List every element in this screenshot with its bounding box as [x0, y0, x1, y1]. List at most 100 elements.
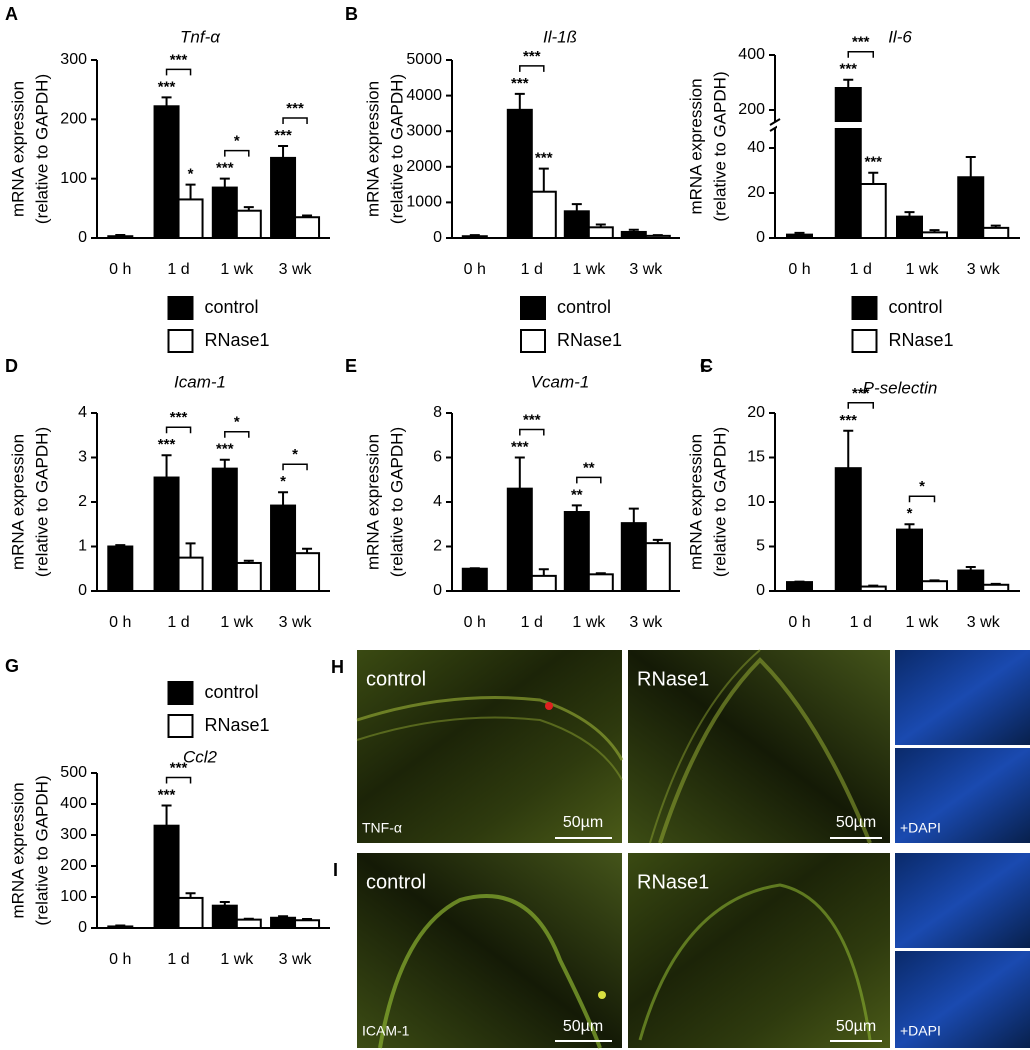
bar [982, 583, 1010, 593]
stain-label: ICAM-1 [362, 1023, 410, 1039]
tissue [638, 883, 872, 1041]
bar [530, 574, 557, 592]
significance-bracket [224, 149, 250, 157]
y-tick-label: 0 [756, 229, 765, 246]
significance-label: *** [170, 760, 188, 777]
x-tick-label: 0 h [464, 261, 486, 278]
micrograph [895, 650, 1030, 745]
bar [921, 580, 948, 593]
bar [177, 896, 204, 929]
x-tick-label: 0 h [464, 614, 486, 631]
significance-bracket [847, 402, 874, 409]
y-tick-label: 2 [78, 493, 87, 510]
micrograph-label: control [366, 871, 426, 893]
bar [294, 552, 321, 592]
error-bar [302, 918, 313, 921]
x-tick-label: 0 h [109, 261, 131, 278]
legend-swatch [851, 296, 878, 320]
y-axis-label: mRNA expression [8, 434, 27, 570]
significance-label: ** [583, 459, 595, 476]
error-bar [278, 491, 289, 506]
bar [786, 233, 813, 239]
y-axis-label: mRNA expression [8, 782, 27, 918]
y-tick-label: 0 [433, 582, 442, 599]
significance-label: * [919, 478, 925, 495]
y-tick-label: 2 [433, 538, 442, 555]
error-bar [469, 234, 480, 237]
error-bar [302, 547, 313, 554]
bar [921, 231, 948, 239]
error-bar [628, 507, 639, 524]
legend-label: control [205, 297, 259, 317]
error-bar [302, 214, 313, 218]
axis-break-gap [777, 122, 1022, 128]
y-axis-label: (relative to GAPDH) [387, 74, 406, 224]
x-tick-label: 1 wk [220, 951, 254, 968]
x-tick-label: 1 d [521, 614, 543, 631]
significance-label: *** [852, 34, 870, 51]
significance-label: *** [216, 160, 234, 177]
bar [235, 561, 262, 593]
significance-label: *** [158, 78, 176, 95]
bar [107, 925, 134, 930]
x-tick-label: 1 d [521, 261, 543, 278]
error-bar [571, 504, 582, 513]
counterstain-label: +DAPI [900, 820, 941, 836]
error-bar [843, 429, 854, 469]
x-tick-label: 3 wk [629, 614, 663, 631]
significance-label: * [234, 414, 240, 431]
significance-bracket [282, 463, 308, 471]
y-axis-label: (relative to GAPDH) [710, 427, 729, 577]
y-tick-label: 200 [738, 101, 765, 118]
bar [834, 467, 862, 592]
tissue [356, 716, 623, 781]
y-tick-label: 40 [747, 139, 765, 156]
scale-label: 50µm [563, 1018, 603, 1035]
bar [107, 235, 134, 240]
significance-label: *** [839, 61, 857, 78]
significance-bracket [282, 117, 308, 125]
bar [211, 467, 238, 592]
y-tick-label: 0 [78, 229, 87, 246]
bar [107, 545, 134, 592]
x-tick-label: 0 h [109, 951, 131, 968]
error-bar [965, 565, 976, 571]
panel-letter: F [700, 356, 711, 376]
bar [461, 235, 488, 240]
micrograph [895, 853, 1030, 948]
y-axis-label: (relative to GAPDH) [387, 427, 406, 577]
x-tick-label: 1 d [850, 614, 872, 631]
y-tick-label: 200 [60, 111, 87, 128]
legend-label: RNase1 [205, 330, 270, 350]
legend-label: control [557, 297, 611, 317]
panel-letter: I [333, 860, 338, 880]
x-tick-label: 1 d [850, 261, 872, 278]
error-bar [219, 458, 230, 469]
micrograph-panel-h: H control TNF-α 50µm RNase1 50µm +DAPI [331, 649, 1030, 844]
significance-label: *** [511, 438, 529, 455]
y-tick-label: 500 [60, 764, 87, 781]
bar [270, 916, 297, 930]
chart-title: Vcam-1 [531, 372, 590, 391]
x-tick-label: 1 wk [906, 261, 940, 278]
micrograph-label: RNase1 [637, 668, 709, 690]
bar [270, 504, 297, 592]
y-axis-label: (relative to GAPDH) [32, 775, 51, 925]
legend-label: control [889, 297, 943, 317]
error-bar [538, 167, 549, 192]
error-bar [904, 523, 915, 530]
significance-label: ** [571, 486, 583, 503]
signal [545, 702, 553, 710]
tissue [356, 696, 624, 761]
bar [211, 904, 238, 929]
y-tick-label: 0 [78, 919, 87, 936]
x-tick-label: 1 wk [572, 614, 606, 631]
bar [153, 824, 180, 930]
significance-label: *** [839, 412, 857, 429]
error-bar [514, 92, 525, 110]
y-axis-label: (relative to GAPDH) [32, 427, 51, 577]
bar [294, 216, 321, 240]
y-tick-label: 20 [747, 184, 765, 201]
micrograph-label: RNase1 [637, 871, 709, 893]
